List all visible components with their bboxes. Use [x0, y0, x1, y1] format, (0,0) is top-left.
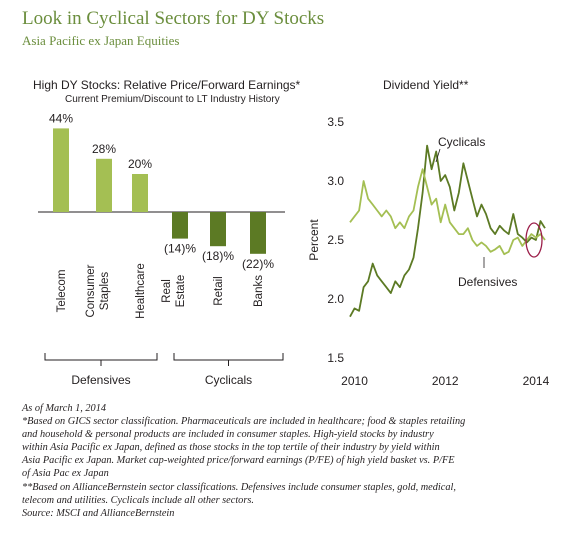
- y-tick-label: 2.5: [327, 233, 344, 247]
- page-subtitle: Asia Pacific ex Japan Equities: [22, 33, 180, 48]
- annotation-cyclicals: Cyclicals: [438, 135, 485, 149]
- bar-2: [96, 158, 112, 212]
- bar-value-label: (18)%: [202, 249, 234, 263]
- highlight-circle: [525, 222, 543, 258]
- bar-category-label: Real: [161, 279, 173, 303]
- bar-chart-title: High DY Stocks: Relative Price/Forward E…: [33, 78, 301, 92]
- group-bracket: [44, 353, 158, 366]
- annotation-defensives: Defensives: [458, 275, 517, 289]
- bar-1: [53, 128, 69, 212]
- bar-category-label: Estate: [175, 275, 187, 308]
- group-label: Defensives: [71, 373, 130, 387]
- bar-value-label: 44%: [49, 111, 73, 125]
- footnotes: As of March 1, 2014 *Based on GICS secto…: [22, 402, 562, 520]
- bar-category-label: Retail: [213, 276, 225, 305]
- x-tick-label: 2012: [432, 374, 459, 388]
- series-line-defensives: [349, 168, 546, 256]
- bar-category-label: Staples: [99, 272, 111, 311]
- group-bracket: [173, 353, 284, 366]
- y-tick-label: 3.0: [327, 174, 344, 188]
- series-line-cyclicals: [349, 144, 546, 318]
- footnote-ab: **Based on AllianceBernstein sector clas…: [22, 481, 456, 506]
- footnote-as-of: As of March 1, 2014: [22, 403, 106, 414]
- y-tick-label: 1.5: [327, 351, 344, 365]
- x-tick-label: 2014: [523, 374, 550, 388]
- y-axis-label: Percent: [307, 219, 321, 261]
- line-chart-title: Dividend Yield**: [383, 78, 469, 92]
- bar-5: [210, 212, 226, 247]
- bar-value-label: (22)%: [242, 257, 274, 271]
- line-chart: Percent 1.5 2.0 2.5 3.0 3.5 2010 2012 2014 Cyclic…: [307, 115, 550, 388]
- bar-category-label: Banks: [253, 275, 265, 307]
- bar-category-label: Healthcare: [135, 263, 147, 319]
- bar-chart: 44% 28% 20% (14)% (18)% (22)% Telecom Consumer S…: [38, 111, 285, 387]
- x-tick-label: 2010: [341, 374, 368, 388]
- charts-canvas: 44% 28% 20% (14)% (18)% (22)% Telecom Consumer S…: [38, 111, 550, 388]
- bar-4: [172, 212, 188, 239]
- group-label: Cyclicals: [205, 373, 252, 387]
- bar-category-label: Telecom: [56, 270, 68, 313]
- bar-chart-subtitle: Current Premium/Discount to LT Industry …: [65, 94, 280, 105]
- bar-value-label: (14)%: [164, 242, 196, 256]
- bar-6: [250, 212, 266, 254]
- bar-3: [132, 174, 148, 212]
- bar-value-label: 20%: [128, 157, 152, 171]
- annotation-leader: [435, 148, 441, 163]
- footnote-gics: *Based on GICS sector classification. Ph…: [22, 416, 466, 480]
- y-tick-label: 3.5: [327, 115, 344, 129]
- footnote-source: Source: MSCI and AllianceBernstein: [22, 507, 175, 519]
- bar-category-label: Consumer: [85, 264, 97, 317]
- page-title: Look in Cyclical Sectors for DY Stocks: [22, 8, 325, 29]
- bar-value-label: 28%: [92, 142, 116, 156]
- y-tick-label: 2.0: [327, 292, 344, 306]
